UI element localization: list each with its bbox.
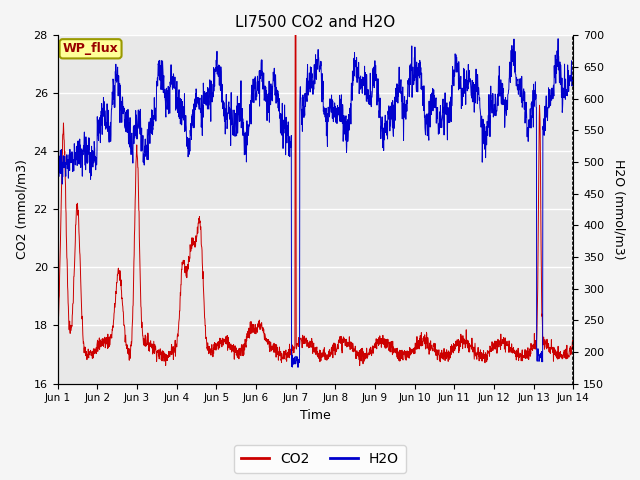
- Title: LI7500 CO2 and H2O: LI7500 CO2 and H2O: [236, 15, 396, 30]
- Legend: CO2, H2O: CO2, H2O: [234, 445, 406, 473]
- Text: WP_flux: WP_flux: [63, 42, 118, 55]
- Y-axis label: CO2 (mmol/m3): CO2 (mmol/m3): [15, 159, 28, 259]
- X-axis label: Time: Time: [300, 409, 331, 422]
- Y-axis label: H2O (mmol/m3): H2O (mmol/m3): [612, 159, 625, 260]
